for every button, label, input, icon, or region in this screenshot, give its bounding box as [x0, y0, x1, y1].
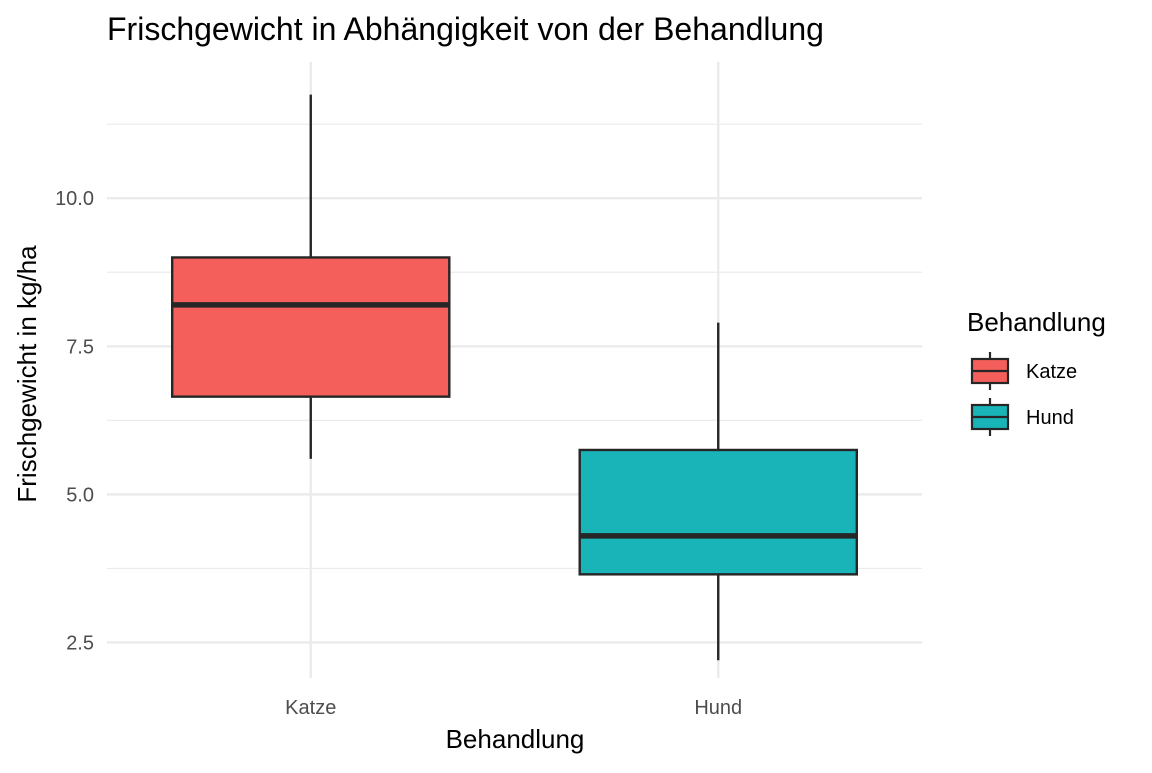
box-hund: [578, 322, 859, 661]
y-tick-label: 5.0: [66, 484, 94, 506]
legend: Behandlung Katze Hund: [967, 307, 1106, 436]
x-axis-title: Behandlung: [446, 724, 585, 754]
chart-title: Frischgewicht in Abhängigkeit von der Be…: [107, 11, 824, 47]
box-iqr: [170, 256, 451, 398]
legend-title: Behandlung: [967, 307, 1106, 337]
box-katze: [170, 94, 451, 459]
x-tick-label: Katze: [285, 697, 336, 719]
box-layer: [170, 94, 859, 661]
box-iqr: [578, 448, 859, 576]
legend-item-katze: Katze: [970, 352, 1077, 390]
y-tick-label: 7.5: [66, 336, 94, 358]
legend-label: Katze: [1026, 361, 1077, 383]
y-axis-title: Frischgewicht in kg/ha: [12, 245, 42, 503]
legend-item-hund: Hund: [970, 398, 1074, 436]
legend-label: Hund: [1026, 407, 1074, 429]
x-tick-label: Hund: [694, 697, 742, 719]
axis-layer: 2.5 5.0 7.5 10.0 Katze Hund: [55, 188, 742, 719]
y-tick-label: 2.5: [66, 632, 94, 654]
y-tick-label: 10.0: [55, 188, 94, 210]
legend-items: Katze Hund: [970, 352, 1077, 436]
